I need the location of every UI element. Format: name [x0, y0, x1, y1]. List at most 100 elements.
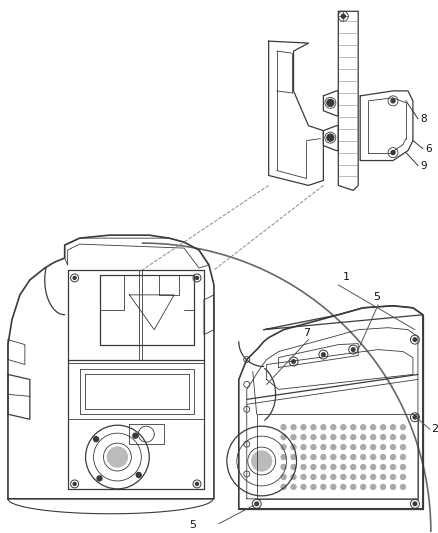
- Circle shape: [291, 425, 296, 430]
- Circle shape: [391, 99, 395, 103]
- Circle shape: [391, 465, 396, 470]
- Text: 5: 5: [189, 520, 196, 530]
- Circle shape: [97, 476, 102, 481]
- Circle shape: [281, 474, 286, 480]
- Circle shape: [413, 338, 417, 342]
- Circle shape: [341, 474, 346, 480]
- Circle shape: [321, 425, 326, 430]
- Circle shape: [291, 484, 296, 489]
- Circle shape: [321, 474, 326, 480]
- Circle shape: [351, 455, 356, 459]
- Text: 6: 6: [425, 143, 431, 154]
- Circle shape: [321, 455, 326, 459]
- Circle shape: [321, 353, 325, 357]
- Circle shape: [301, 445, 306, 449]
- Circle shape: [381, 465, 385, 470]
- Circle shape: [252, 451, 272, 471]
- Circle shape: [341, 484, 346, 489]
- Circle shape: [341, 14, 345, 18]
- Circle shape: [291, 465, 296, 470]
- Circle shape: [371, 425, 376, 430]
- Circle shape: [73, 277, 76, 279]
- Circle shape: [351, 445, 356, 449]
- Circle shape: [321, 465, 326, 470]
- Text: 8: 8: [420, 114, 427, 124]
- Circle shape: [291, 434, 296, 440]
- Circle shape: [400, 425, 406, 430]
- Circle shape: [413, 415, 417, 419]
- Circle shape: [351, 474, 356, 480]
- Circle shape: [391, 425, 396, 430]
- Circle shape: [311, 474, 316, 480]
- Circle shape: [381, 455, 385, 459]
- Circle shape: [331, 474, 336, 480]
- Circle shape: [331, 455, 336, 459]
- Circle shape: [301, 455, 306, 459]
- Circle shape: [136, 472, 141, 478]
- Circle shape: [311, 425, 316, 430]
- Circle shape: [391, 445, 396, 449]
- Circle shape: [371, 484, 376, 489]
- Circle shape: [381, 425, 385, 430]
- Circle shape: [400, 465, 406, 470]
- Circle shape: [255, 502, 258, 506]
- Circle shape: [400, 434, 406, 440]
- Circle shape: [281, 445, 286, 449]
- Circle shape: [301, 484, 306, 489]
- Circle shape: [400, 455, 406, 459]
- Circle shape: [391, 151, 395, 155]
- Text: 2: 2: [431, 424, 438, 434]
- Text: 5: 5: [373, 292, 380, 302]
- Circle shape: [281, 425, 286, 430]
- Circle shape: [331, 425, 336, 430]
- Circle shape: [391, 434, 396, 440]
- Circle shape: [311, 484, 316, 489]
- Circle shape: [331, 434, 336, 440]
- Circle shape: [331, 465, 336, 470]
- Circle shape: [341, 434, 346, 440]
- Circle shape: [301, 434, 306, 440]
- Circle shape: [400, 484, 406, 489]
- Circle shape: [291, 474, 296, 480]
- Circle shape: [133, 433, 138, 438]
- Text: 7: 7: [304, 328, 311, 338]
- Circle shape: [311, 465, 316, 470]
- Circle shape: [341, 445, 346, 449]
- Circle shape: [327, 99, 334, 106]
- Circle shape: [391, 455, 396, 459]
- Circle shape: [361, 484, 366, 489]
- Circle shape: [351, 484, 356, 489]
- Circle shape: [281, 434, 286, 440]
- Circle shape: [327, 134, 334, 141]
- Circle shape: [195, 482, 198, 486]
- Circle shape: [361, 434, 366, 440]
- Circle shape: [381, 474, 385, 480]
- Circle shape: [351, 425, 356, 430]
- Circle shape: [331, 445, 336, 449]
- Circle shape: [391, 484, 396, 489]
- Circle shape: [400, 445, 406, 449]
- Circle shape: [281, 484, 286, 489]
- Circle shape: [321, 484, 326, 489]
- Circle shape: [94, 437, 99, 442]
- Circle shape: [371, 474, 376, 480]
- Circle shape: [361, 425, 366, 430]
- Circle shape: [341, 455, 346, 459]
- Circle shape: [351, 348, 355, 351]
- Circle shape: [371, 434, 376, 440]
- Circle shape: [351, 465, 356, 470]
- Circle shape: [73, 482, 76, 486]
- Circle shape: [311, 434, 316, 440]
- Circle shape: [413, 502, 417, 506]
- Circle shape: [371, 455, 376, 459]
- Circle shape: [195, 277, 198, 279]
- Circle shape: [341, 465, 346, 470]
- Circle shape: [281, 455, 286, 459]
- Circle shape: [321, 434, 326, 440]
- Circle shape: [291, 445, 296, 449]
- Circle shape: [361, 474, 366, 480]
- Circle shape: [341, 425, 346, 430]
- Circle shape: [291, 455, 296, 459]
- Circle shape: [311, 455, 316, 459]
- Circle shape: [361, 465, 366, 470]
